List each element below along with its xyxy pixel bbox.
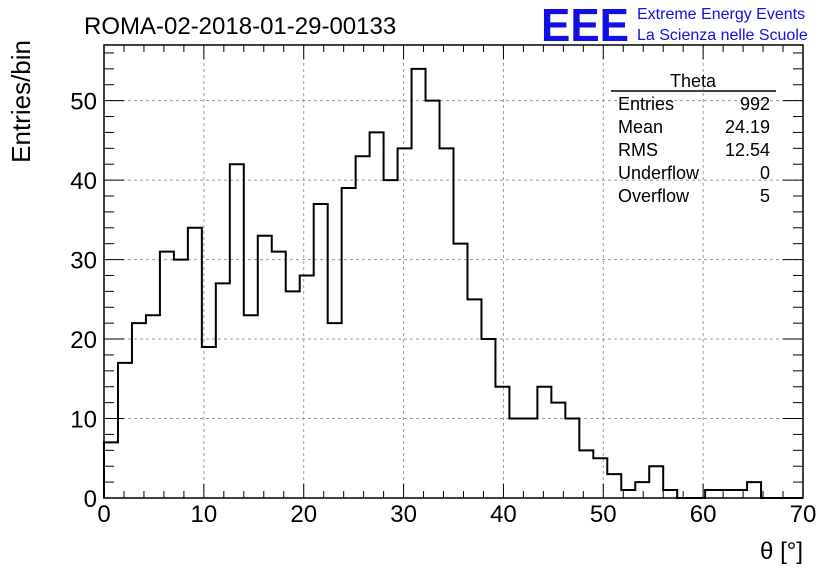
stats-row-value: 0 [760, 163, 770, 183]
histogram-bin [537, 387, 551, 498]
histogram-bin [635, 482, 649, 498]
histogram-bin [230, 164, 244, 498]
histogram-bin [118, 363, 132, 498]
histogram-bin [272, 252, 286, 498]
y-tick-label: 40 [70, 168, 97, 195]
stats-row-value: 5 [760, 186, 770, 206]
y-tick-label: 0 [84, 486, 97, 513]
stats-row-value: 24.19 [725, 117, 770, 137]
histogram-bin [426, 101, 440, 498]
histogram-bin [202, 347, 216, 498]
histogram-bin [412, 69, 426, 498]
histogram-bin [663, 490, 677, 498]
y-tick-label: 20 [70, 327, 97, 354]
histogram-bin [188, 228, 202, 498]
x-tick-label: 40 [490, 501, 517, 528]
histogram-bin [146, 315, 160, 498]
histogram-bin [747, 482, 761, 498]
histogram-bin [160, 252, 174, 498]
stats-row-label: Underflow [618, 163, 700, 183]
histogram-bin [454, 244, 468, 498]
histogram-bin [523, 419, 537, 498]
histogram-outline [103, 67, 803, 499]
eee-logo-line1: Extreme Energy Events [637, 6, 805, 23]
eee-logo: EEE Extreme Energy Events La Scienza nel… [541, 0, 808, 51]
y-tick-label: 50 [70, 89, 97, 116]
histogram-bin [607, 474, 621, 498]
histogram-bin [174, 260, 188, 498]
x-axis-label: θ [°] [760, 538, 803, 565]
histogram-bin [440, 148, 454, 498]
stats-title: Theta [670, 71, 717, 91]
x-tick-label: 60 [690, 501, 717, 528]
histogram-bin [244, 315, 258, 498]
x-tick-label: 50 [590, 501, 617, 528]
plot-frame [103, 44, 804, 499]
axis-ticks [103, 45, 804, 499]
y-tick-label: 10 [70, 407, 97, 434]
histogram-bin [495, 387, 509, 498]
stats-row-value: 992 [740, 94, 770, 114]
histogram-bin [104, 442, 118, 498]
histogram-bin [300, 275, 314, 498]
histogram-bin [481, 339, 495, 498]
histogram-bin [579, 450, 593, 498]
histogram-bin [733, 490, 747, 498]
histogram-bin [314, 204, 328, 498]
stats-box: Theta Entries 992 Mean 24.19 RMS 12.54 Underfl… [611, 71, 776, 206]
y-tick-label: 30 [70, 248, 97, 275]
histogram-bin [621, 490, 635, 498]
histogram-bin [649, 466, 663, 498]
histogram-bin [286, 291, 300, 498]
histogram-bin [593, 458, 607, 498]
histogram-bin [356, 156, 370, 498]
y-axis-label: Entries/bin [6, 40, 36, 163]
stats-rows: Entries 992 Mean 24.19 RMS 12.54 Underflow 0 Ove… [618, 94, 770, 206]
histogram-bin [551, 403, 565, 498]
histogram-bin [216, 283, 230, 498]
x-tick-label: 10 [191, 501, 218, 528]
x-tick-labels: 0 10 20 30 40 50 60 70 [97, 501, 816, 528]
y-tick-labels: 0 10 20 30 40 50 [70, 89, 97, 513]
histogram-bin [328, 323, 342, 498]
histogram-bin [509, 419, 523, 498]
x-tick-label: 0 [97, 501, 110, 528]
histogram-bin [565, 419, 579, 498]
x-tick-label: 30 [390, 501, 417, 528]
x-tick-label: 70 [790, 501, 817, 528]
histogram-bin [467, 299, 481, 498]
histogram-bin [705, 490, 719, 498]
histogram-bin [342, 188, 356, 498]
stats-row-label: RMS [618, 140, 658, 160]
eee-logo-mark: EEE [541, 0, 629, 51]
eee-logo-line2: La Scienza nelle Scuole [637, 27, 808, 44]
grid-lines [104, 45, 803, 498]
histogram-bin [132, 323, 146, 498]
chart-title: ROMA-02-2018-01-29-00133 [84, 13, 396, 40]
histogram-bin [384, 180, 398, 498]
histogram-bin [258, 236, 272, 498]
stats-row-value: 12.54 [725, 140, 770, 160]
stats-row-label: Mean [618, 117, 663, 137]
histogram-bins [103, 67, 803, 499]
x-tick-label: 20 [290, 501, 317, 528]
histogram-bin [719, 490, 733, 498]
stats-row-label: Overflow [618, 186, 690, 206]
stats-row-label: Entries [618, 94, 674, 114]
histogram-bin [370, 132, 384, 498]
histogram-bin [398, 148, 412, 498]
